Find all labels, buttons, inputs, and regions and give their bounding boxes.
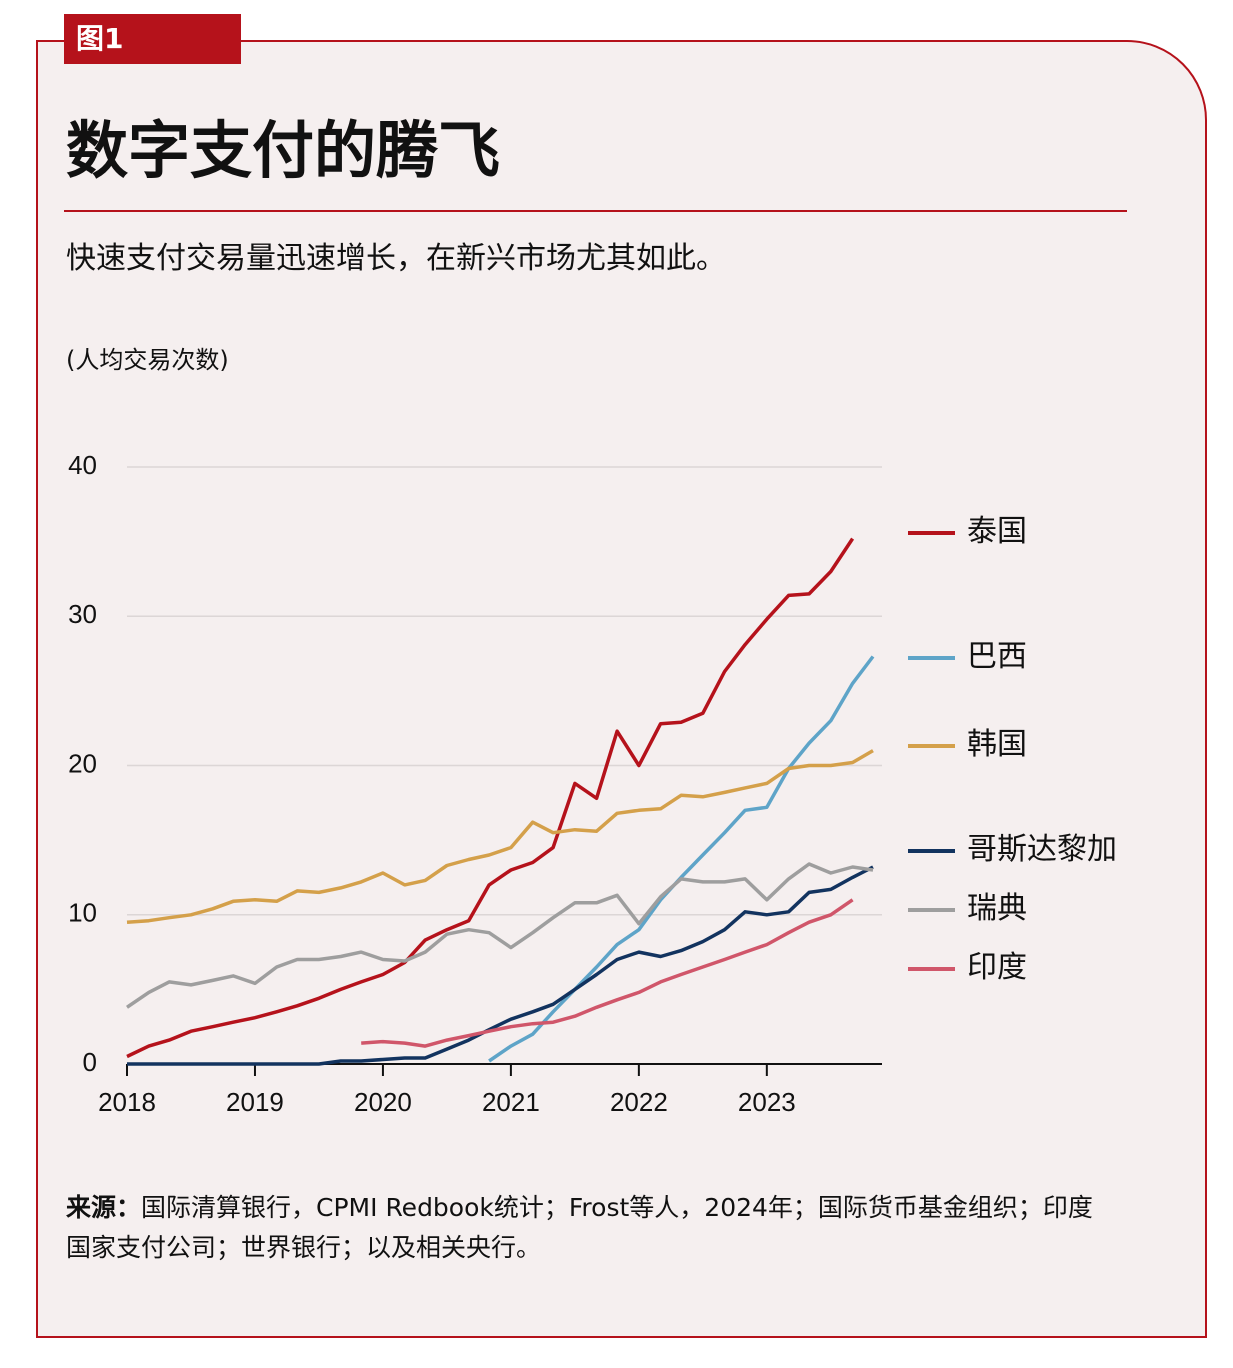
legend-label: 印度: [967, 951, 1027, 984]
legend-label: 巴西: [967, 640, 1027, 673]
y-axis-label: (人均交易次数): [66, 346, 229, 374]
x-tick-label: 2018: [98, 1087, 156, 1117]
y-tick-label: 40: [68, 450, 97, 480]
source: 来源：国际清算银行，CPMI Redbook统计；Frost等人，2024年；国…: [66, 1188, 1111, 1268]
series-line: [127, 865, 874, 1066]
y-tick-label: 0: [83, 1047, 97, 1077]
series-line: [126, 537, 855, 1059]
x-tick-label: 2019: [226, 1087, 284, 1117]
legend-label: 哥斯达黎加: [967, 833, 1117, 866]
legend-label: 泰国: [967, 515, 1027, 548]
source-text: 国际清算银行，CPMI Redbook统计；Frost等人，2024年；国际货币…: [66, 1193, 1093, 1262]
legend-label: 瑞典: [967, 892, 1027, 925]
series-line: [488, 655, 875, 1063]
title-rule: [64, 210, 1127, 212]
x-tick-label: 2020: [354, 1087, 412, 1117]
legend-label: 韩国: [967, 728, 1027, 761]
chart-title: 数字支付的腾飞: [66, 114, 501, 187]
series-line: [126, 862, 874, 1009]
y-tick-label: 30: [68, 599, 97, 629]
frame: [36, 40, 1207, 1338]
y-tick-label: 10: [68, 898, 97, 928]
source-label: 来源：: [66, 1193, 142, 1222]
x-tick-label: 2022: [610, 1087, 668, 1117]
series-line: [361, 898, 854, 1048]
series-line: [126, 749, 874, 924]
x-tick-label: 2021: [482, 1087, 540, 1117]
figure-label: 图1: [64, 14, 241, 64]
subtitle: 快速支付交易量迅速增长，在新兴市场尤其如此。: [66, 241, 726, 276]
y-tick-label: 20: [68, 748, 97, 778]
x-tick-label: 2023: [738, 1087, 796, 1117]
